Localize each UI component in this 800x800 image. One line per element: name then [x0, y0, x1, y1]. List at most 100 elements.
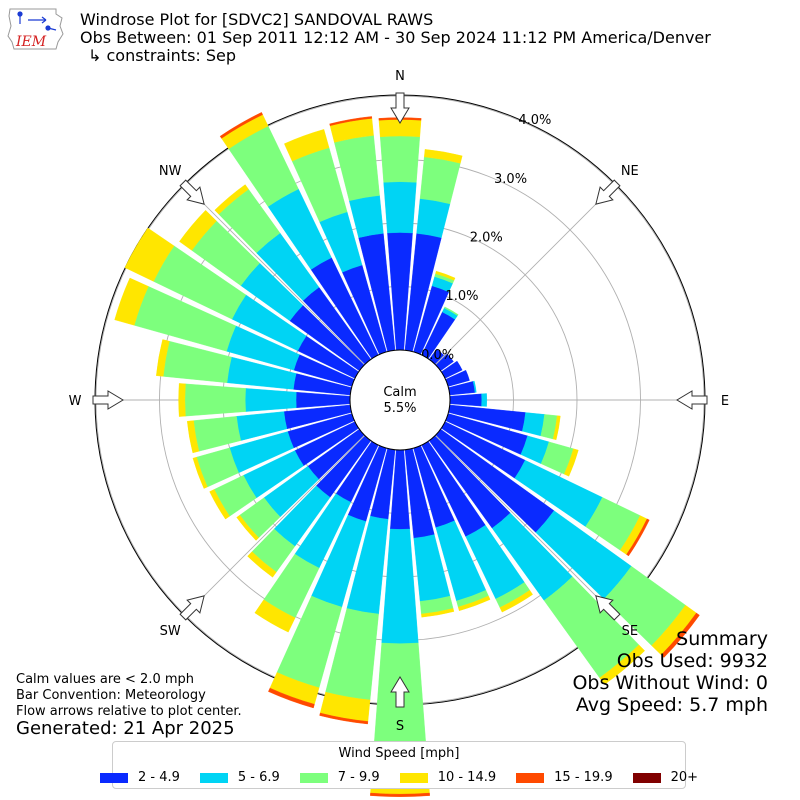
- windrose-bar-segment: [156, 339, 170, 377]
- flow-arrow-icon: [179, 179, 205, 205]
- calm-value: 5.5%: [383, 401, 416, 416]
- chart-title: Windrose Plot for [SDVC2] SANDOVAL RAWS: [80, 10, 434, 29]
- windrose-bar-segment: [457, 595, 491, 611]
- compass-label: E: [721, 394, 729, 409]
- legend-label: 2 - 4.9: [137, 770, 180, 785]
- legend-label: 15 - 19.9: [554, 770, 613, 785]
- windrose-bar-segment: [379, 135, 421, 183]
- windrose-bar-segment: [245, 388, 297, 412]
- windrose-bar-segment: [247, 551, 277, 578]
- windrose-bar-segment: [187, 420, 200, 454]
- summary-box: Summary Obs Used: 9932 Obs Without Wind:…: [572, 628, 768, 716]
- windrose-bar-segment: [383, 181, 417, 234]
- radial-tick-label: 3.0%: [494, 172, 527, 187]
- radial-tick-label: 4.0%: [518, 113, 551, 128]
- radial-tick-label: 2.0%: [470, 230, 503, 245]
- summary-heading: Summary: [676, 628, 768, 650]
- flow-arrow-icon: [676, 390, 708, 410]
- legend-item: 15 - 19.9: [516, 770, 613, 785]
- windrose-bar-segment: [449, 393, 482, 407]
- windrose-bar-segment: [443, 306, 459, 316]
- iem-logo: IEM: [7, 8, 64, 50]
- legend-swatch: [299, 772, 328, 783]
- grid-spoke: [435, 184, 616, 365]
- windrose-bar-segment: [563, 448, 579, 477]
- windrose-bar-segment: [419, 156, 461, 205]
- windrose-bar-segment: [184, 383, 246, 417]
- legend-item: 10 - 14.9: [399, 770, 497, 785]
- windrose-bar-segment: [124, 227, 175, 282]
- compass-labels: N NE E SE S SW W NW: [69, 69, 730, 734]
- compass-label: NE: [621, 164, 639, 179]
- compass-label: W: [69, 394, 82, 409]
- windrose-bar-segment: [284, 129, 330, 162]
- legend-swatch: [99, 772, 128, 783]
- windrose-bar-segment: [660, 612, 700, 658]
- legend-label: 7 - 9.9: [337, 770, 380, 785]
- windrose-bars: [114, 112, 700, 797]
- legend-swatch: [199, 772, 228, 783]
- flow-arrow-icon: [390, 92, 410, 124]
- compass-label: N: [395, 69, 405, 84]
- windrose-bar-segment: [236, 514, 260, 541]
- calm-circle: Calm 5.5%: [349, 349, 451, 451]
- summary-avg-speed: Avg Speed: 5.7 mph: [575, 694, 768, 716]
- legend-item: 2 - 4.9: [99, 770, 180, 785]
- windrose-bar-segment: [424, 149, 463, 164]
- summary-obs-without-wind: Obs Without Wind: 0: [572, 672, 768, 694]
- windrose-bar-segment: [268, 687, 315, 709]
- flow-arrow-icon: [595, 595, 621, 621]
- windrose-bar-segment: [179, 210, 217, 251]
- legend-swatch: [516, 772, 545, 783]
- grid-spoke: [184, 184, 365, 365]
- logo-text: IEM: [15, 34, 47, 50]
- windrose-bar-segment: [370, 792, 430, 797]
- windrose-bar-segment: [193, 416, 242, 452]
- windrose-bar-segment: [192, 456, 208, 489]
- windrose-bar-segment: [114, 277, 149, 326]
- windrose-bar-segment: [599, 644, 645, 685]
- windrose-bar-segment: [348, 195, 384, 238]
- compass-label: SE: [622, 624, 638, 639]
- legend: Wind Speed [mph] 2 - 4.9 5 - 6.9 7 - 9.9…: [99, 741, 698, 789]
- legend-item: 5 - 6.9: [199, 770, 280, 785]
- legend-label: 5 - 6.9: [237, 770, 280, 785]
- windrose-bar-segment: [552, 415, 561, 441]
- legend-item: 7 - 9.9: [299, 770, 380, 785]
- flow-arrows: [92, 92, 708, 708]
- legend-swatch: [399, 772, 428, 783]
- windrose-bar-segment: [421, 608, 455, 618]
- windrose-bar-segment: [209, 489, 230, 520]
- windrose-bar-segment: [295, 391, 351, 409]
- calm-note: Calm values are < 2.0 mph: [16, 672, 195, 687]
- windrose-bar-segment: [219, 112, 263, 139]
- obs-between: Obs Between: 01 Sep 2011 12:12 AM - 30 S…: [80, 28, 711, 47]
- flow-arrow-icon: [92, 390, 124, 410]
- windrose-bar-segment: [481, 393, 488, 407]
- windrose-bar-segment: [626, 518, 650, 557]
- windrose-bar-segment: [214, 184, 249, 215]
- flow-arrow-icon: [179, 595, 205, 621]
- legend-swatch: [632, 772, 661, 783]
- compass-label: S: [396, 719, 404, 734]
- windrose-bar-segment: [178, 383, 186, 417]
- compass-label: SW: [160, 624, 181, 639]
- legend-label: 10 - 14.9: [437, 770, 497, 785]
- flow-arrow-icon: [390, 676, 410, 708]
- windrose-bar-segment: [329, 116, 373, 126]
- windrose-bar-segment: [254, 599, 296, 633]
- legend-item: 20+: [632, 770, 698, 785]
- windrose-bar-segment: [319, 712, 369, 725]
- grid-spoke: [435, 435, 616, 616]
- windrose-bar-segment: [435, 270, 456, 281]
- generated-date: Generated: 21 Apr 2025: [16, 718, 235, 739]
- windrose-bar-segment: [522, 412, 545, 437]
- radial-tick-label: 1.0%: [445, 289, 478, 304]
- bar-convention-note: Bar Convention: Meteorology: [16, 688, 206, 703]
- calm-label: Calm: [383, 385, 416, 400]
- windrose-bar-segment: [416, 198, 451, 238]
- compass-label: NW: [159, 164, 182, 179]
- legend-title: Wind Speed [mph]: [338, 746, 460, 761]
- windrose-bar-segment: [472, 380, 477, 393]
